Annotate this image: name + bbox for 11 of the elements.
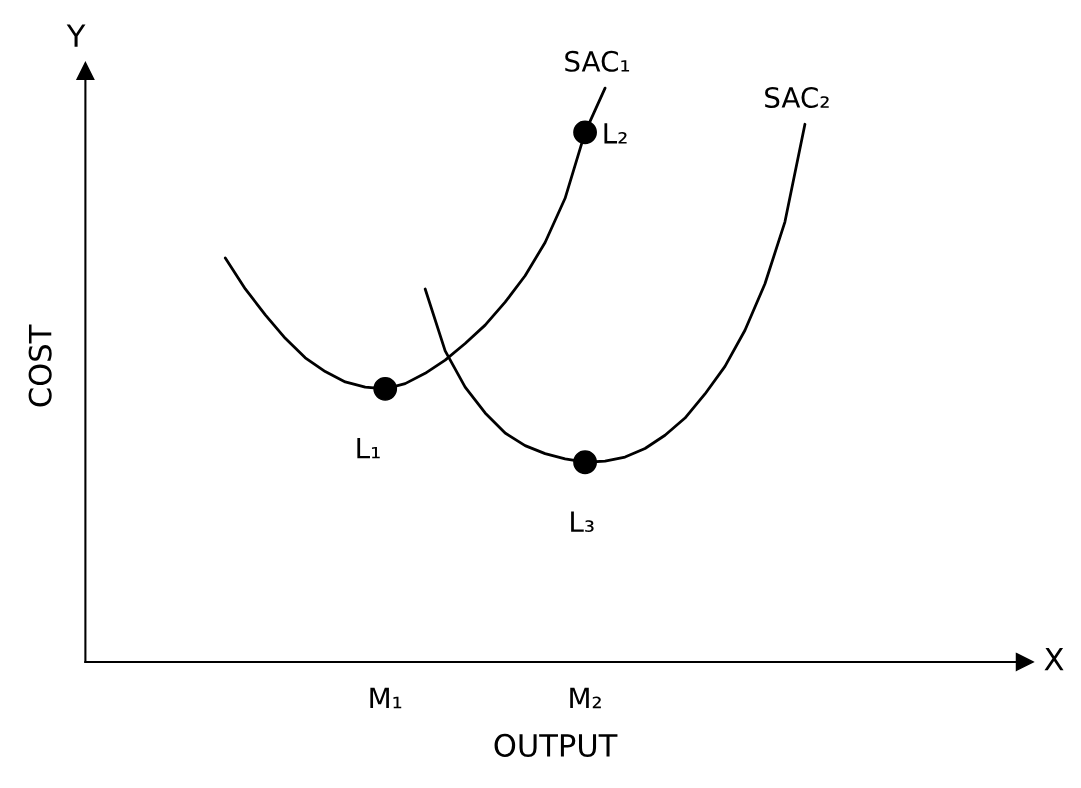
x-axis-title: OUTPUT bbox=[494, 733, 618, 757]
series-label: SAC₂ bbox=[765, 87, 829, 109]
x-tick-label: M₁ bbox=[370, 687, 402, 709]
annotation: L₁ bbox=[357, 437, 380, 459]
annotation: L₃ bbox=[571, 511, 594, 532]
text: Y bbox=[66, 24, 86, 47]
text: X bbox=[1044, 648, 1064, 671]
annotation: L₂ bbox=[604, 123, 627, 144]
x-tick-label: M₂ bbox=[570, 687, 601, 709]
series-label: SAC₁ bbox=[565, 50, 630, 72]
y-axis-title: COST bbox=[28, 324, 52, 407]
